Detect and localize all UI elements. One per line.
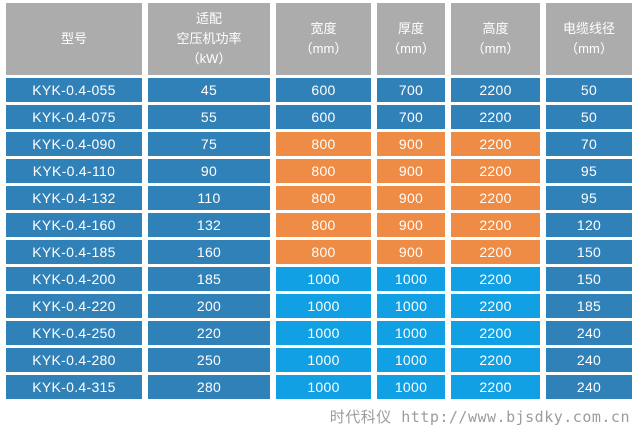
cell-model: KYK-0.4-250 — [6, 321, 142, 345]
cell-power: 280 — [148, 375, 270, 399]
cell-width: 600 — [276, 105, 371, 129]
column-header-thickness: 厚度 （mm） — [377, 3, 445, 75]
cell-model: KYK-0.4-200 — [6, 267, 142, 291]
cell-width: 800 — [276, 240, 371, 264]
cell-cable: 120 — [546, 213, 632, 237]
cell-cable: 150 — [546, 240, 632, 264]
cell-thickness: 700 — [377, 105, 445, 129]
cell-height: 2200 — [451, 132, 540, 156]
header-row: 型号 适配 空压机功率 （kW） 宽度 （mm） 厚度 （mm） 高度 （mm）… — [6, 3, 632, 75]
compressor-spec-table: 型号 适配 空压机功率 （kW） 宽度 （mm） 厚度 （mm） 高度 （mm）… — [6, 3, 632, 399]
table-header: 型号 适配 空压机功率 （kW） 宽度 （mm） 厚度 （mm） 高度 （mm）… — [6, 3, 632, 75]
table-row: KYK-0.4-075 55 600 700 2200 50 — [6, 105, 632, 129]
cell-thickness: 1000 — [377, 267, 445, 291]
cell-thickness: 1000 — [377, 348, 445, 372]
cell-width: 600 — [276, 78, 371, 102]
cell-power: 160 — [148, 240, 270, 264]
cell-width: 800 — [276, 132, 371, 156]
cell-power: 75 — [148, 132, 270, 156]
cell-model: KYK-0.4-055 — [6, 78, 142, 102]
cell-model: KYK-0.4-315 — [6, 375, 142, 399]
cell-height: 2200 — [451, 348, 540, 372]
table-row: KYK-0.4-055 45 600 700 2200 50 — [6, 78, 632, 102]
table-row: KYK-0.4-090 75 800 900 2200 70 — [6, 132, 632, 156]
cell-width: 1000 — [276, 267, 371, 291]
cell-model: KYK-0.4-110 — [6, 159, 142, 183]
cell-height: 2200 — [451, 186, 540, 210]
cell-power: 45 — [148, 78, 270, 102]
cell-power: 90 — [148, 159, 270, 183]
cell-width: 800 — [276, 159, 371, 183]
column-header-width: 宽度 （mm） — [276, 3, 371, 75]
table-row: KYK-0.4-160 132 800 900 2200 120 — [6, 213, 632, 237]
cell-power: 250 — [148, 348, 270, 372]
cell-cable: 240 — [546, 348, 632, 372]
watermark-text: 时代科仪 http://www.bjsdky.com.cn — [329, 408, 630, 426]
cell-height: 2200 — [451, 294, 540, 318]
column-header-model: 型号 — [6, 3, 142, 75]
table-row: KYK-0.4-280 250 1000 1000 2200 240 — [6, 348, 632, 372]
cell-model: KYK-0.4-132 — [6, 186, 142, 210]
cell-model: KYK-0.4-090 — [6, 132, 142, 156]
cell-cable: 185 — [546, 294, 632, 318]
spec-table-body: KYK-0.4-055 45 600 700 2200 50 KYK-0.4-0… — [6, 78, 632, 399]
cell-width: 1000 — [276, 375, 371, 399]
cell-thickness: 900 — [377, 159, 445, 183]
table-row: KYK-0.4-220 200 1000 1000 2200 185 — [6, 294, 632, 318]
table-row: KYK-0.4-132 110 800 900 2200 95 — [6, 186, 632, 210]
cell-thickness: 700 — [377, 78, 445, 102]
cell-height: 2200 — [451, 78, 540, 102]
cell-power: 220 — [148, 321, 270, 345]
column-header-cable: 电缆线径 （mm） — [546, 3, 632, 75]
table-row: KYK-0.4-315 280 1000 1000 2200 240 — [6, 375, 632, 399]
cell-cable: 240 — [546, 375, 632, 399]
cell-power: 132 — [148, 213, 270, 237]
cell-cable: 50 — [546, 105, 632, 129]
cell-cable: 50 — [546, 78, 632, 102]
cell-model: KYK-0.4-280 — [6, 348, 142, 372]
cell-power: 185 — [148, 267, 270, 291]
cell-height: 2200 — [451, 105, 540, 129]
cell-model: KYK-0.4-185 — [6, 240, 142, 264]
cell-width: 800 — [276, 186, 371, 210]
cell-thickness: 900 — [377, 132, 445, 156]
cell-height: 2200 — [451, 213, 540, 237]
cell-cable: 240 — [546, 321, 632, 345]
cell-height: 2200 — [451, 240, 540, 264]
column-header-power: 适配 空压机功率 （kW） — [148, 3, 270, 75]
cell-thickness: 1000 — [377, 321, 445, 345]
cell-model: KYK-0.4-075 — [6, 105, 142, 129]
cell-height: 2200 — [451, 159, 540, 183]
watermark: 时代科仪 http://www.bjsdky.com.cn — [0, 406, 638, 428]
cell-height: 2200 — [451, 375, 540, 399]
cell-cable: 95 — [546, 159, 632, 183]
column-header-height: 高度 （mm） — [451, 3, 540, 75]
table-row: KYK-0.4-200 185 1000 1000 2200 150 — [6, 267, 632, 291]
cell-thickness: 900 — [377, 213, 445, 237]
cell-cable: 150 — [546, 267, 632, 291]
cell-width: 1000 — [276, 348, 371, 372]
cell-power: 55 — [148, 105, 270, 129]
table-row: KYK-0.4-250 220 1000 1000 2200 240 — [6, 321, 632, 345]
cell-thickness: 900 — [377, 186, 445, 210]
cell-power: 200 — [148, 294, 270, 318]
cell-thickness: 900 — [377, 240, 445, 264]
cell-thickness: 1000 — [377, 294, 445, 318]
cell-cable: 70 — [546, 132, 632, 156]
cell-model: KYK-0.4-160 — [6, 213, 142, 237]
cell-width: 1000 — [276, 294, 371, 318]
cell-height: 2200 — [451, 267, 540, 291]
table-row: KYK-0.4-110 90 800 900 2200 95 — [6, 159, 632, 183]
cell-power: 110 — [148, 186, 270, 210]
cell-width: 1000 — [276, 321, 371, 345]
cell-thickness: 1000 — [377, 375, 445, 399]
cell-model: KYK-0.4-220 — [6, 294, 142, 318]
cell-cable: 95 — [546, 186, 632, 210]
table-row: KYK-0.4-185 160 800 900 2200 150 — [6, 240, 632, 264]
cell-height: 2200 — [451, 321, 540, 345]
cell-width: 800 — [276, 213, 371, 237]
